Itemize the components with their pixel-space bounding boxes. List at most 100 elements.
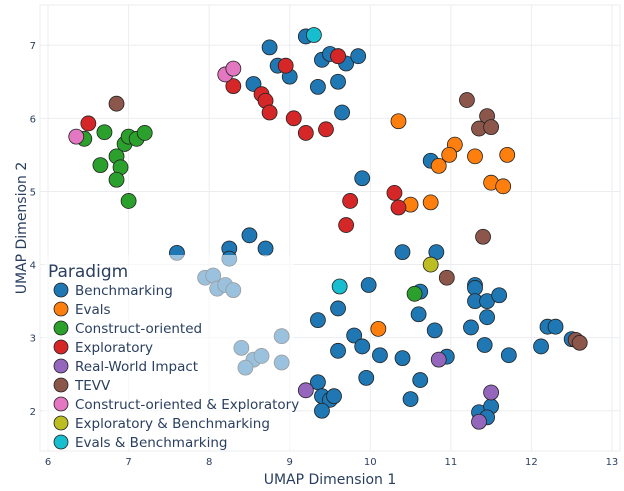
data-point[interactable] <box>412 372 429 388</box>
data-point[interactable] <box>430 157 447 174</box>
data-point[interactable] <box>479 309 495 326</box>
data-point[interactable] <box>350 48 367 65</box>
legend-marker <box>53 282 69 298</box>
data-point[interactable] <box>394 350 411 367</box>
data-point[interactable] <box>467 280 483 296</box>
data-point[interactable] <box>430 351 447 368</box>
legend-item[interactable]: TEVV <box>53 377 111 394</box>
data-point[interactable] <box>390 199 407 216</box>
data-point[interactable] <box>326 388 342 405</box>
legend-item[interactable]: Evals & Benchmarking <box>53 434 227 451</box>
data-point[interactable] <box>310 312 326 329</box>
data-point[interactable] <box>136 125 153 141</box>
data-point[interactable] <box>331 278 348 295</box>
data-point[interactable] <box>225 60 242 77</box>
data-point[interactable] <box>491 287 508 304</box>
data-point[interactable] <box>483 384 500 401</box>
data-point[interactable] <box>330 342 346 359</box>
data-point[interactable] <box>305 27 322 43</box>
y-tick-label: 7 <box>30 41 36 52</box>
data-point[interactable] <box>257 240 274 257</box>
data-point[interactable] <box>261 104 278 121</box>
data-point[interactable] <box>225 78 242 95</box>
legend-marker <box>53 415 69 431</box>
data-point[interactable] <box>495 178 512 195</box>
y-tick-label: 5 <box>30 187 36 198</box>
data-point[interactable] <box>463 319 479 336</box>
data-point[interactable] <box>330 73 346 90</box>
data-point[interactable] <box>438 269 455 286</box>
data-point[interactable] <box>476 337 493 353</box>
data-point[interactable] <box>330 48 346 65</box>
data-point[interactable] <box>360 277 377 293</box>
data-point[interactable] <box>261 39 278 56</box>
legend-label: TEVV <box>74 378 111 394</box>
data-point[interactable] <box>426 322 443 339</box>
data-point[interactable] <box>354 338 371 355</box>
data-point[interactable] <box>330 300 346 317</box>
x-tick-label: 10 <box>364 457 377 468</box>
data-point[interactable] <box>533 338 549 355</box>
data-point[interactable] <box>475 228 491 245</box>
data-point[interactable] <box>342 193 359 209</box>
data-point[interactable] <box>422 256 439 273</box>
data-point[interactable] <box>441 146 458 163</box>
data-point[interactable] <box>422 194 439 211</box>
data-point[interactable] <box>547 318 564 335</box>
data-point[interactable] <box>68 128 85 145</box>
legend-title: Paradigm <box>48 262 128 282</box>
data-point[interactable] <box>370 320 387 337</box>
data-point[interactable] <box>297 382 314 399</box>
data-point[interactable] <box>471 413 487 430</box>
data-point[interactable] <box>500 347 517 364</box>
legend-label: Exploratory & Benchmarking <box>75 416 270 432</box>
data-point[interactable] <box>108 95 125 112</box>
data-point[interactable] <box>338 217 355 233</box>
legend-item[interactable]: Construct-oriented <box>53 320 202 337</box>
legend-item[interactable]: Real-World Impact <box>53 358 198 375</box>
data-point[interactable] <box>406 285 423 302</box>
data-point[interactable] <box>358 369 375 386</box>
data-point[interactable] <box>386 185 403 201</box>
data-point[interactable] <box>346 327 363 344</box>
data-point[interactable] <box>459 92 475 108</box>
y-axis-title: UMAP Dimension 2 <box>14 162 30 295</box>
legend-item[interactable]: Exploratory & Benchmarking <box>53 415 270 432</box>
data-point[interactable] <box>297 125 314 141</box>
data-point[interactable] <box>354 170 371 187</box>
data-point[interactable] <box>92 157 109 174</box>
data-point[interactable] <box>96 124 113 141</box>
legend-label: Evals & Benchmarking <box>75 435 227 451</box>
data-point[interactable] <box>314 402 330 419</box>
data-point[interactable] <box>390 113 407 130</box>
data-point[interactable] <box>241 227 258 244</box>
data-point[interactable] <box>402 391 419 407</box>
data-point[interactable] <box>571 334 588 351</box>
legend-item[interactable]: Benchmarking <box>53 282 173 299</box>
data-point[interactable] <box>285 110 302 127</box>
data-point[interactable] <box>334 104 350 121</box>
data-point[interactable] <box>277 57 294 74</box>
series-4 <box>297 351 500 430</box>
data-point[interactable] <box>80 115 97 132</box>
data-point[interactable] <box>108 171 125 188</box>
legend-item[interactable]: Construct-oriented & Exploratory <box>53 396 299 413</box>
data-point[interactable] <box>499 146 516 163</box>
data-point[interactable] <box>467 148 483 165</box>
data-point[interactable] <box>483 119 500 136</box>
series-3 <box>80 48 407 233</box>
x-tick-label: 7 <box>125 457 131 468</box>
data-point[interactable] <box>120 193 137 209</box>
legend-label: Construct-oriented & Exploratory <box>75 397 299 413</box>
data-point[interactable] <box>372 347 388 364</box>
x-tick-label: 9 <box>287 457 293 468</box>
data-point[interactable] <box>310 78 326 95</box>
legend-item[interactable]: Evals <box>53 301 111 318</box>
legend-item[interactable]: Exploratory <box>53 339 153 356</box>
legend-box <box>44 255 294 449</box>
data-point[interactable] <box>318 121 334 138</box>
series-7 <box>422 256 439 273</box>
data-point[interactable] <box>394 244 411 261</box>
data-point[interactable] <box>410 306 427 323</box>
